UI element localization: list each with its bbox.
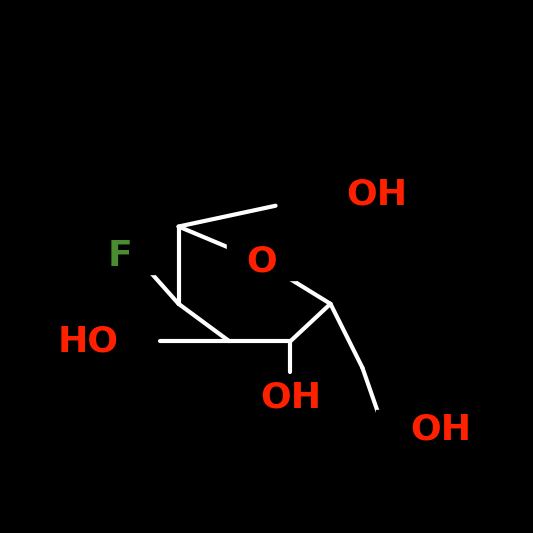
Bar (376, 410, 445, 448)
Bar (85, 237, 155, 274)
Text: F: F (108, 239, 132, 273)
Text: OH: OH (260, 380, 321, 414)
Bar (256, 378, 325, 416)
Text: OH: OH (346, 177, 408, 212)
Bar (312, 176, 381, 213)
Bar (227, 243, 296, 280)
Text: HO: HO (58, 324, 118, 358)
Text: O: O (246, 244, 277, 278)
Text: OH: OH (410, 412, 472, 446)
Bar (53, 322, 123, 360)
